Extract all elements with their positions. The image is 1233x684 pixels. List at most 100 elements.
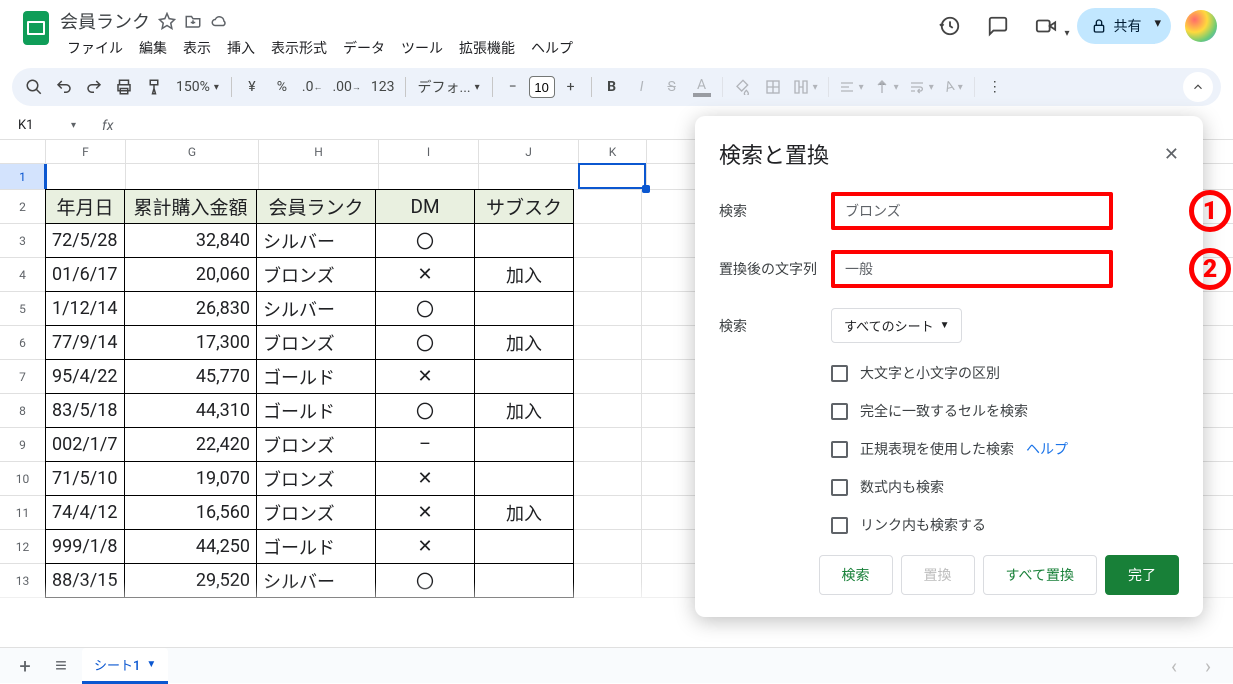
- checkbox-regex[interactable]: [831, 441, 848, 458]
- text-color-button[interactable]: A: [688, 72, 716, 102]
- cell[interactable]: シルバー: [256, 223, 376, 258]
- replace-all-button[interactable]: すべて置換: [983, 555, 1097, 595]
- regex-help-link[interactable]: ヘルプ: [1026, 439, 1068, 459]
- cell[interactable]: [574, 428, 642, 462]
- history-icon[interactable]: [933, 9, 967, 43]
- cell[interactable]: 999/1/8: [45, 529, 125, 564]
- row-header[interactable]: 4: [0, 258, 46, 292]
- cell[interactable]: 累計購入金額: [124, 189, 257, 224]
- done-button[interactable]: 完了: [1105, 555, 1179, 595]
- menu-insert[interactable]: 挿入: [220, 36, 262, 60]
- inc-decimal-button[interactable]: .00→: [328, 72, 364, 102]
- cell[interactable]: 年月日: [45, 189, 125, 224]
- undo-icon[interactable]: [50, 72, 78, 102]
- italic-button[interactable]: I: [628, 72, 656, 102]
- font-select[interactable]: デフォ...: [412, 72, 486, 102]
- checkbox-entire[interactable]: [831, 403, 848, 420]
- checkbox-links[interactable]: [831, 517, 848, 534]
- percent-button[interactable]: %: [268, 72, 296, 102]
- chevron-down-icon[interactable]: ▼: [146, 659, 156, 670]
- cell[interactable]: [474, 427, 574, 462]
- star-icon[interactable]: [158, 12, 176, 30]
- col-header-J[interactable]: J: [479, 140, 579, 164]
- cell[interactable]: ゴールド: [256, 393, 376, 428]
- redo-icon[interactable]: [80, 72, 108, 102]
- col-header-G[interactable]: G: [126, 140, 259, 164]
- share-dropdown[interactable]: ▾: [1144, 8, 1171, 44]
- move-icon[interactable]: [184, 12, 202, 30]
- merge-button[interactable]: [789, 72, 822, 102]
- halign-button[interactable]: [835, 72, 868, 102]
- cell[interactable]: 加入: [474, 393, 574, 428]
- cell[interactable]: [379, 164, 479, 190]
- paint-format-icon[interactable]: [140, 72, 168, 102]
- cell[interactable]: 1/12/14: [45, 291, 125, 326]
- all-sheets-button[interactable]: ≡: [46, 651, 76, 681]
- cell[interactable]: 44,250: [124, 529, 257, 564]
- cell[interactable]: ゴールド: [256, 359, 376, 394]
- fill-color-button[interactable]: [729, 72, 757, 102]
- row-header[interactable]: 10: [0, 462, 46, 496]
- cell[interactable]: 71/5/10: [45, 461, 125, 496]
- cell[interactable]: 95/4/22: [45, 359, 125, 394]
- cell[interactable]: ✕: [375, 461, 475, 496]
- cell[interactable]: [46, 164, 126, 190]
- currency-button[interactable]: ¥: [238, 72, 266, 102]
- menu-format[interactable]: 表示形式: [264, 36, 334, 60]
- cell[interactable]: [574, 394, 642, 428]
- cell[interactable]: [574, 190, 642, 224]
- add-sheet-button[interactable]: +: [10, 651, 40, 681]
- checkbox-case[interactable]: [831, 365, 848, 382]
- cell[interactable]: ブロンズ: [256, 495, 376, 530]
- col-header-H[interactable]: H: [259, 140, 379, 164]
- cell[interactable]: 〇: [375, 291, 475, 326]
- cell[interactable]: [574, 292, 642, 326]
- row-header[interactable]: 6: [0, 326, 46, 360]
- cell[interactable]: 加入: [474, 257, 574, 292]
- cell[interactable]: 20,060: [124, 257, 257, 292]
- strikethrough-button[interactable]: S: [658, 72, 686, 102]
- cell[interactable]: 加入: [474, 495, 574, 530]
- cell[interactable]: [579, 164, 647, 190]
- cell[interactable]: シルバー: [256, 291, 376, 326]
- close-icon[interactable]: ✕: [1164, 144, 1179, 165]
- wrap-button[interactable]: [905, 72, 938, 102]
- col-header-I[interactable]: I: [379, 140, 479, 164]
- cell[interactable]: 01/6/17: [45, 257, 125, 292]
- cell[interactable]: 〇: [375, 223, 475, 258]
- rotate-text-button[interactable]: A: [940, 72, 968, 102]
- bold-button[interactable]: B: [598, 72, 626, 102]
- cell[interactable]: 19,070: [124, 461, 257, 496]
- row-header[interactable]: 11: [0, 496, 46, 530]
- cell[interactable]: 〇: [375, 325, 475, 360]
- fill-handle[interactable]: [642, 185, 650, 193]
- cell[interactable]: 72/5/28: [45, 223, 125, 258]
- name-box[interactable]: K1▾: [12, 116, 82, 135]
- menu-help[interactable]: ヘルプ: [524, 36, 580, 60]
- cell[interactable]: [574, 326, 642, 360]
- cell[interactable]: [574, 258, 642, 292]
- cell[interactable]: [474, 359, 574, 394]
- replace-button[interactable]: 置換: [901, 555, 975, 595]
- font-size-decrease[interactable]: −: [499, 72, 527, 102]
- search-input[interactable]: [831, 192, 1113, 230]
- menu-edit[interactable]: 編集: [132, 36, 174, 60]
- cell[interactable]: [126, 164, 259, 190]
- row-header[interactable]: 5: [0, 292, 46, 326]
- valign-button[interactable]: [870, 72, 903, 102]
- menu-extensions[interactable]: 拡張機能: [452, 36, 522, 60]
- cell[interactable]: 22,420: [124, 427, 257, 462]
- row-header[interactable]: 2: [0, 190, 46, 224]
- cell[interactable]: [474, 291, 574, 326]
- cell[interactable]: ✕: [375, 495, 475, 530]
- cell[interactable]: 002/1/7: [45, 427, 125, 462]
- menu-data[interactable]: データ: [336, 36, 392, 60]
- cell[interactable]: 77/9/14: [45, 325, 125, 360]
- row-header[interactable]: 9: [0, 428, 46, 462]
- cell[interactable]: ブロンズ: [256, 325, 376, 360]
- cell[interactable]: [574, 496, 642, 530]
- cell[interactable]: –: [375, 427, 475, 462]
- sheet-tab-active[interactable]: シート1 ▼: [82, 648, 168, 684]
- col-header-F[interactable]: F: [46, 140, 126, 164]
- replace-input[interactable]: [831, 250, 1113, 288]
